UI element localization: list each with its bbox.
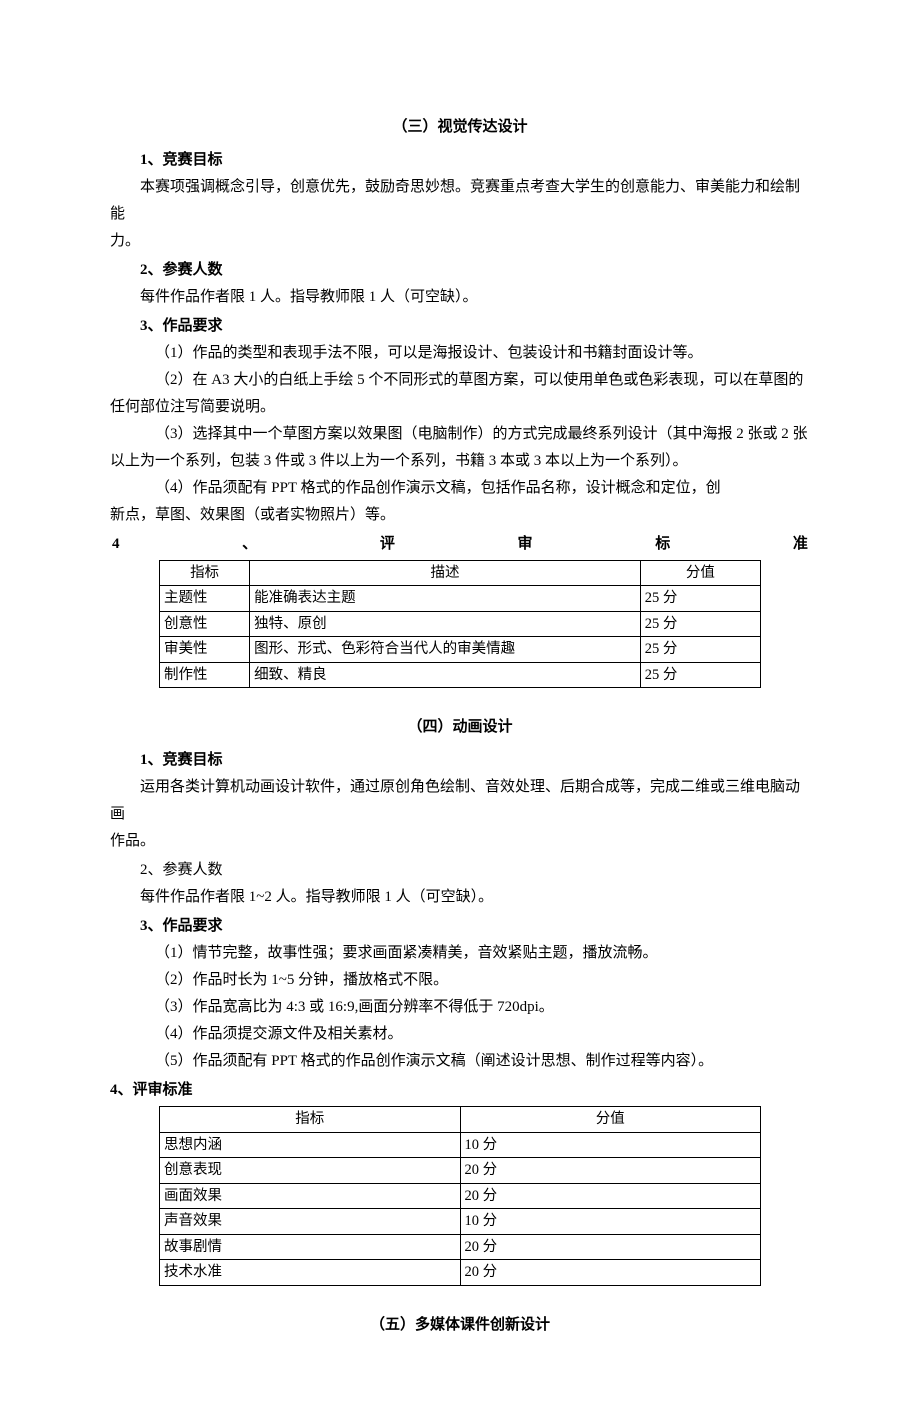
s3-r3c1: 细致、精良 bbox=[250, 662, 641, 687]
s3-th-1: 描述 bbox=[250, 561, 641, 586]
s3-h4-d: 审 bbox=[518, 531, 533, 558]
s4-th-1: 分值 bbox=[460, 1107, 761, 1132]
s4-item-4: （4）作品须提交源文件及相关素材。 bbox=[110, 1021, 810, 1048]
s3-heading-3: 3、作品要求 bbox=[110, 313, 810, 340]
s3-item-1: （1）作品的类型和表现手法不限，可以是海报设计、包装设计和书籍封面设计等。 bbox=[110, 340, 810, 367]
table-row: 故事剧情 20 分 bbox=[160, 1234, 761, 1259]
s4-heading-3: 3、作品要求 bbox=[110, 913, 810, 940]
table-row: 思想内涵 10 分 bbox=[160, 1132, 761, 1157]
s3-r1c1: 独特、原创 bbox=[250, 611, 641, 636]
s3-r0c0: 主题性 bbox=[160, 586, 250, 611]
s4-item-5: （5）作品须配有 PPT 格式的作品创作演示文稿（阐述设计思想、制作过程等内容）… bbox=[110, 1048, 810, 1075]
table-row: 创意表现 20 分 bbox=[160, 1158, 761, 1183]
table-row: 画面效果 20 分 bbox=[160, 1183, 761, 1208]
table-header-row: 指标 分值 bbox=[160, 1107, 761, 1132]
s4-r1c1: 20 分 bbox=[460, 1158, 761, 1183]
s4-r3c1: 10 分 bbox=[460, 1209, 761, 1234]
s3-heading-2: 2、参赛人数 bbox=[110, 257, 810, 284]
s4-r4c0: 故事剧情 bbox=[160, 1234, 461, 1259]
table-row: 声音效果 10 分 bbox=[160, 1209, 761, 1234]
s4-table: 指标 分值 思想内涵 10 分 创意表现 20 分 画面效果 20 分 声音效果… bbox=[159, 1106, 761, 1285]
table-row: 创意性 独特、原创 25 分 bbox=[160, 611, 761, 636]
table-header-row: 指标 描述 分值 bbox=[160, 561, 761, 586]
table-row: 主题性 能准确表达主题 25 分 bbox=[160, 586, 761, 611]
section-5-title: （五）多媒体课件创新设计 bbox=[110, 1312, 810, 1339]
s3-h4-a: 4 bbox=[112, 531, 120, 558]
s3-item-3b: 以上为一个系列，包装 3 件或 3 件以上为一个系列，书籍 3 本或 3 本以上… bbox=[110, 448, 810, 475]
s4-r0c0: 思想内涵 bbox=[160, 1132, 461, 1157]
s3-heading-1: 1、竞赛目标 bbox=[110, 147, 810, 174]
s3-table: 指标 描述 分值 主题性 能准确表达主题 25 分 创意性 独特、原创 25 分… bbox=[159, 560, 761, 688]
s4-r5c1: 20 分 bbox=[460, 1260, 761, 1285]
s4-r3c0: 声音效果 bbox=[160, 1209, 461, 1234]
s4-r1c0: 创意表现 bbox=[160, 1158, 461, 1183]
s3-item-2b: 任何部位注写简要说明。 bbox=[110, 394, 810, 421]
s4-heading-2: 2、参赛人数 bbox=[110, 857, 810, 884]
s3-th-2: 分值 bbox=[640, 561, 760, 586]
s3-r2c0: 审美性 bbox=[160, 637, 250, 662]
s4-r2c0: 画面效果 bbox=[160, 1183, 461, 1208]
s4-item-3: （3）作品宽高比为 4:3 或 16:9,画面分辨率不得低于 720dpi。 bbox=[110, 994, 810, 1021]
s3-th-0: 指标 bbox=[160, 561, 250, 586]
s3-item-3a: （3）选择其中一个草图方案以效果图（电脑制作）的方式完成最终系列设计（其中海报 … bbox=[110, 421, 810, 448]
s4-heading-4: 4、评审标准 bbox=[110, 1077, 810, 1104]
s4-p1-line1: 运用各类计算机动画设计软件，通过原创角色绘制、音效处理、后期合成等，完成二维或三… bbox=[110, 774, 810, 828]
s3-r0c1: 能准确表达主题 bbox=[250, 586, 641, 611]
s4-p2: 每件作品作者限 1~2 人。指导教师限 1 人（可空缺）。 bbox=[110, 884, 810, 911]
section-4-title: （四）动画设计 bbox=[110, 714, 810, 741]
s4-th-0: 指标 bbox=[160, 1107, 461, 1132]
s4-r5c0: 技术水准 bbox=[160, 1260, 461, 1285]
s4-p1-line2: 作品。 bbox=[110, 828, 810, 855]
s3-r2c1: 图形、形式、色彩符合当代人的审美情趣 bbox=[250, 637, 641, 662]
s3-r0c2: 25 分 bbox=[640, 586, 760, 611]
s3-item-2a: （2）在 A3 大小的白纸上手绘 5 个不同形式的草图方案，可以使用单色或色彩表… bbox=[110, 367, 810, 394]
s3-r1c2: 25 分 bbox=[640, 611, 760, 636]
s3-heading-4: 4 、 评 审 标 准 bbox=[110, 531, 810, 558]
s4-r2c1: 20 分 bbox=[460, 1183, 761, 1208]
s3-h4-e: 标 bbox=[655, 531, 670, 558]
s4-r4c1: 20 分 bbox=[460, 1234, 761, 1259]
table-row: 技术水准 20 分 bbox=[160, 1260, 761, 1285]
s3-item-4b: 新点，草图、效果图（或者实物照片）等。 bbox=[110, 502, 810, 529]
s3-r3c0: 制作性 bbox=[160, 662, 250, 687]
s3-r2c2: 25 分 bbox=[640, 637, 760, 662]
s3-h4-b: 、 bbox=[242, 531, 257, 558]
table-row: 制作性 细致、精良 25 分 bbox=[160, 662, 761, 687]
s3-p1-line2: 力。 bbox=[110, 228, 810, 255]
section-3-title: （三）视觉传达设计 bbox=[110, 114, 810, 141]
s4-item-1: （1）情节完整，故事性强；要求画面紧凑精美，音效紧贴主题，播放流畅。 bbox=[110, 940, 810, 967]
s4-r0c1: 10 分 bbox=[460, 1132, 761, 1157]
s4-item-2: （2）作品时长为 1~5 分钟，播放格式不限。 bbox=[110, 967, 810, 994]
s4-heading-1: 1、竞赛目标 bbox=[110, 747, 810, 774]
s3-r1c0: 创意性 bbox=[160, 611, 250, 636]
s3-r3c2: 25 分 bbox=[640, 662, 760, 687]
s3-item-4a: （4）作品须配有 PPT 格式的作品创作演示文稿，包括作品名称，设计概念和定位，… bbox=[110, 475, 810, 502]
s3-h4-f: 准 bbox=[793, 531, 808, 558]
table-row: 审美性 图形、形式、色彩符合当代人的审美情趣 25 分 bbox=[160, 637, 761, 662]
s3-h4-c: 评 bbox=[380, 531, 395, 558]
s3-p1-line1: 本赛项强调概念引导，创意优先，鼓励奇思妙想。竞赛重点考查大学生的创意能力、审美能… bbox=[110, 174, 810, 228]
s3-p2: 每件作品作者限 1 人。指导教师限 1 人（可空缺）。 bbox=[110, 284, 810, 311]
